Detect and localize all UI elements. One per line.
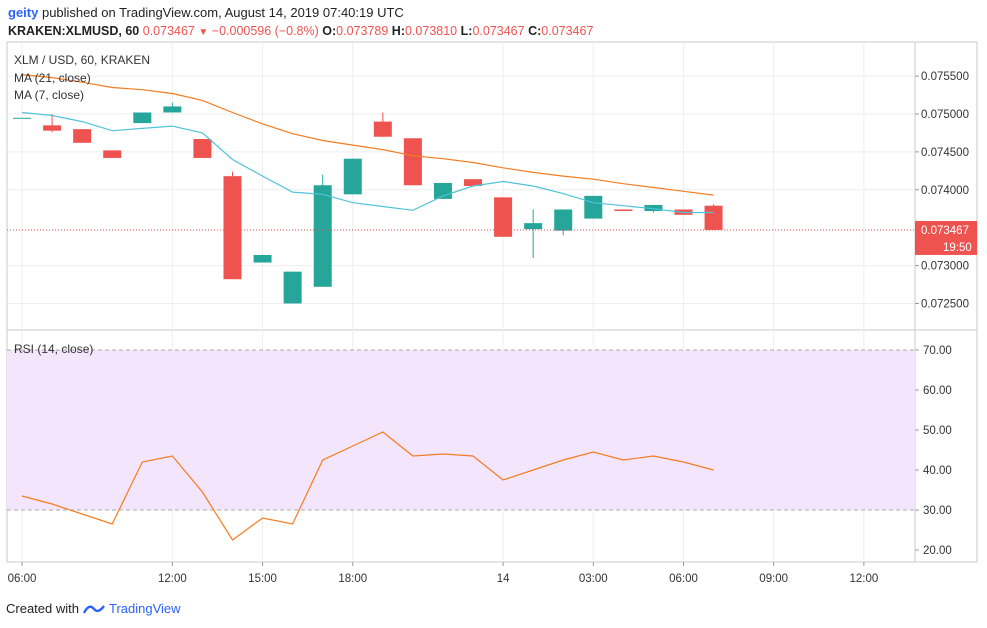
ma21-line <box>21 74 714 196</box>
candlestick-series <box>13 102 723 304</box>
candle-body <box>43 125 62 131</box>
tradingview-brand[interactable]: TradingView <box>108 601 181 616</box>
chart-title[interactable]: XLM / USD, 60, KRAKEN <box>14 53 151 67</box>
price-tick-label: 0.075500 <box>921 71 969 83</box>
rsi-tick-label: 70.00 <box>923 345 952 357</box>
candle-body <box>644 204 663 212</box>
candle-body <box>73 129 92 143</box>
candle-body <box>163 106 182 113</box>
candle-body <box>554 209 573 231</box>
close-label: C: <box>528 24 542 38</box>
time-tick-label: 12:00 <box>158 573 187 585</box>
time-tick-label: 15:00 <box>248 573 277 585</box>
high-label: H: <box>391 24 405 38</box>
candle-body <box>103 150 122 158</box>
candle-body <box>133 112 152 124</box>
chart-frame <box>6 41 978 563</box>
rsi-line <box>21 431 714 541</box>
rsi-band <box>7 350 915 510</box>
candle-body <box>343 158 362 195</box>
time-axis[interactable]: 06:00 12:00 15:00 18:00 14 03:00 06:00 09:00 12:… <box>8 562 879 585</box>
ohlc-line: KRAKEN:XLMUSD, 60 0.073467 ▼ −0.000596 (… <box>8 22 593 42</box>
price-tick-label: 0.072500 <box>921 298 969 310</box>
publish-info: published on TradingView.com, August 14,… <box>41 5 404 20</box>
rsi-tick-label: 40.00 <box>923 465 952 477</box>
time-tick-label: 09:00 <box>759 573 788 585</box>
close-value: 0.073467 <box>541 24 594 38</box>
high-value: 0.073810 <box>405 24 458 38</box>
ma21-legend[interactable]: MA (21, close) <box>14 71 91 85</box>
rsi-tick-label: 20.00 <box>923 545 952 557</box>
candle-body <box>223 176 242 280</box>
time-tick-label: 18:00 <box>338 573 367 585</box>
rsi-tick-label: 30.00 <box>923 505 952 517</box>
time-tick-label: 14 <box>497 573 510 585</box>
candle-body <box>283 271 302 304</box>
low-label: L: <box>460 24 473 38</box>
time-tick-label: 06:00 <box>8 573 37 585</box>
open-label: O: <box>322 24 337 38</box>
rsi-tick-label: 60.00 <box>923 385 952 397</box>
price-change: −0.000596 (−0.8%) <box>211 24 319 38</box>
ma7-line <box>21 111 714 214</box>
tradingview-logo-icon <box>82 604 105 614</box>
candle-body <box>494 197 513 237</box>
candle-body <box>193 139 212 158</box>
time-tick-label: 03:00 <box>579 573 608 585</box>
open-value: 0.073789 <box>336 24 389 38</box>
candle-body <box>704 205 723 230</box>
rsi-tick-label: 50.00 <box>923 425 952 437</box>
candle-body <box>373 121 392 137</box>
rsi-axis[interactable]: 70.00 60.00 50.00 40.00 30.00 20.00 <box>915 345 952 557</box>
candle-body <box>253 254 272 263</box>
candle-body <box>313 185 332 287</box>
ma7-legend[interactable]: MA (7, close) <box>14 88 85 102</box>
symbol-label: KRAKEN:XLMUSD, 60 <box>8 24 140 38</box>
price-tag-box <box>915 220 977 255</box>
price-tick-label: 0.075000 <box>921 109 969 121</box>
candle-body <box>13 117 32 119</box>
price-tag-value: 0.073467 <box>921 225 969 237</box>
price-tick-label: 0.074000 <box>921 185 969 197</box>
price-tag-countdown: 19:50 <box>943 242 972 254</box>
price-tick-label: 0.074500 <box>921 147 969 159</box>
time-tick-label: 06:00 <box>669 573 698 585</box>
rsi-legend[interactable]: RSI (14, close) <box>14 342 94 356</box>
candle-body <box>464 179 483 186</box>
candle-body <box>524 223 543 230</box>
price-tag: 0.073467 19:50 <box>915 220 977 255</box>
footer: Created with TradingView <box>6 601 181 616</box>
author-name[interactable]: geity <box>8 5 39 20</box>
down-arrow-icon: ▼ <box>198 27 209 38</box>
last-price: 0.073467 <box>142 24 195 38</box>
publish-header: geity published on TradingView.com, Augu… <box>8 4 404 22</box>
price-tick-label: 0.073000 <box>921 261 969 273</box>
created-with: Created with <box>6 601 79 616</box>
price-axis[interactable]: 0.075500 0.075000 0.074500 0.074000 0.073000… <box>915 71 969 310</box>
low-value: 0.073467 <box>472 24 525 38</box>
candle-body <box>614 209 633 212</box>
candle-body <box>584 195 603 219</box>
time-tick-label: 12:00 <box>849 573 878 585</box>
candle-body <box>403 138 422 186</box>
